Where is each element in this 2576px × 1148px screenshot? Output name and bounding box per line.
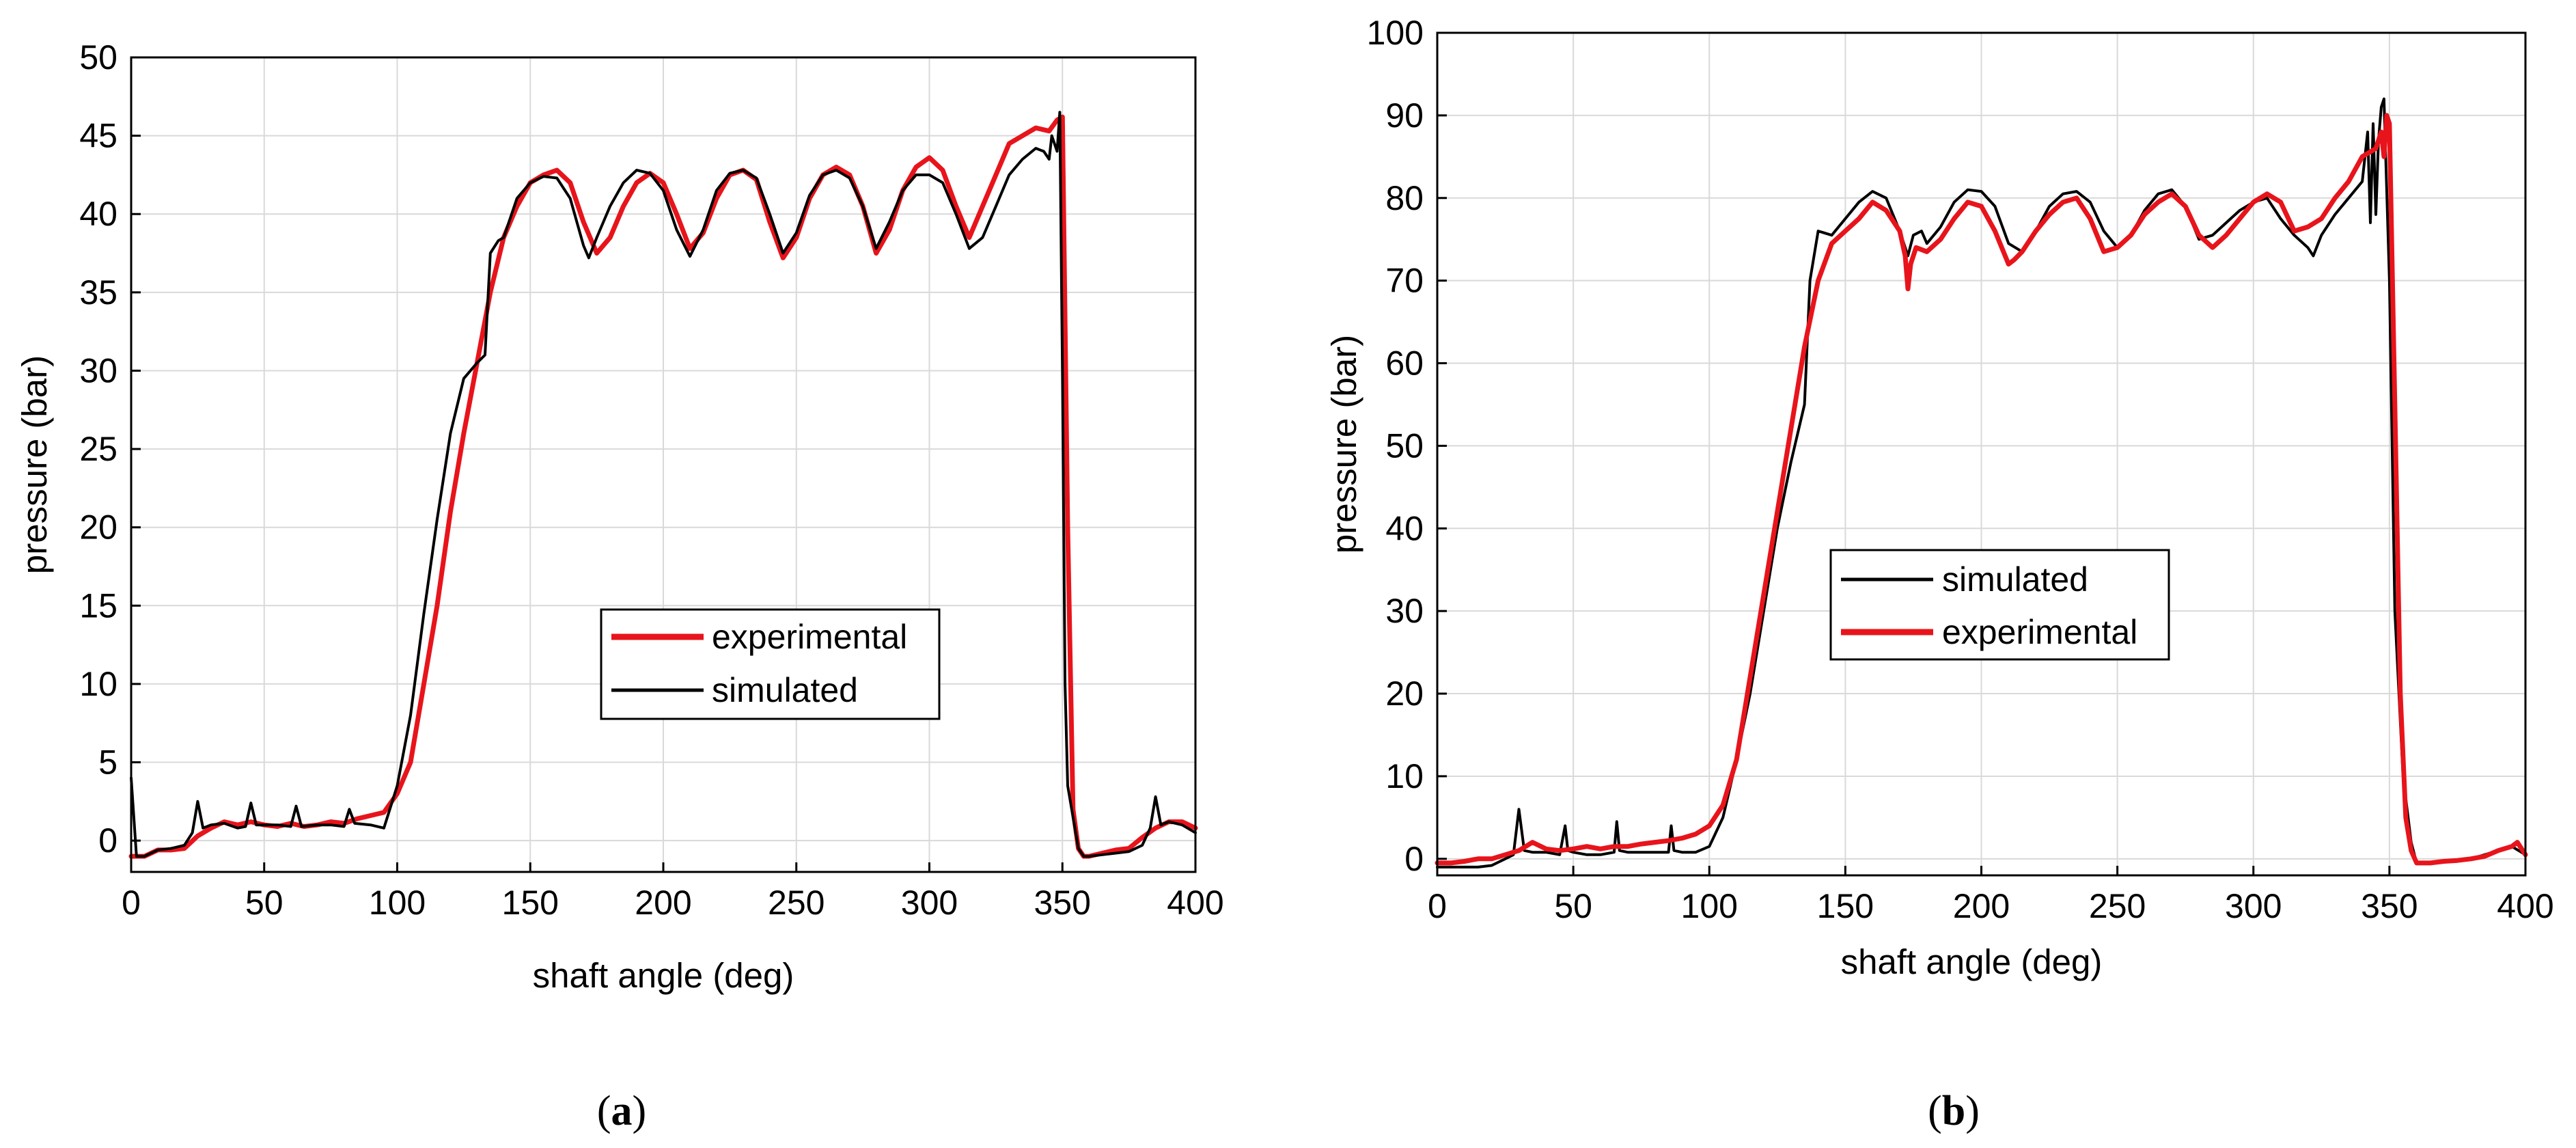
x-tick-label: 0 bbox=[1428, 887, 1447, 925]
x-tick-label: 400 bbox=[2497, 887, 2553, 925]
y-tick-label: 100 bbox=[1367, 14, 1424, 52]
chart-panel-a: 0 50 100 150 200 250 300 350 400 0 5 10 15 20 25 30 35 4… bbox=[15, 38, 1224, 1134]
legend: experimental simulated bbox=[600, 608, 941, 720]
x-tick-label: 350 bbox=[1034, 884, 1091, 922]
y-tick-label: 0 bbox=[98, 821, 117, 860]
y-tick-label: 30 bbox=[79, 351, 117, 390]
panel-caption-b: (b) bbox=[1928, 1088, 1980, 1134]
x-axis-title: shaft angle (deg) bbox=[533, 956, 794, 995]
legend-box bbox=[600, 608, 941, 720]
x-tick-label: 300 bbox=[901, 884, 958, 922]
series-line-simulated bbox=[1436, 97, 2527, 869]
x-tick-label: 200 bbox=[635, 884, 691, 922]
legend-label-experimental: experimental bbox=[712, 618, 907, 656]
y-tick-label: 25 bbox=[79, 430, 117, 468]
x-tick-label: 0 bbox=[122, 884, 141, 922]
x-tick-label: 50 bbox=[245, 884, 283, 922]
x-tick-label: 50 bbox=[1554, 887, 1592, 925]
y-tick-label: 10 bbox=[79, 665, 117, 703]
y-tick-label: 30 bbox=[1385, 592, 1424, 630]
series-layer bbox=[128, 111, 1198, 859]
y-tick-label: 5 bbox=[98, 743, 117, 782]
y-tick-label: 20 bbox=[79, 508, 117, 547]
y-tick-label: 70 bbox=[1385, 262, 1424, 300]
x-tick-label: 100 bbox=[369, 884, 426, 922]
x-tick-label: 250 bbox=[2089, 887, 2146, 925]
x-tick-label: 150 bbox=[502, 884, 559, 922]
y-tick-label: 15 bbox=[79, 586, 117, 625]
x-tick-label: 250 bbox=[768, 884, 825, 922]
y-tick-label: 50 bbox=[79, 38, 117, 77]
legend-label-simulated: simulated bbox=[712, 671, 858, 709]
legend-label-simulated: simulated bbox=[1942, 560, 2088, 599]
legend-box bbox=[1829, 549, 2170, 661]
x-tick-label: 350 bbox=[2361, 887, 2418, 925]
y-tick-label: 40 bbox=[79, 195, 117, 233]
y-tick-label: 45 bbox=[79, 117, 117, 155]
y-tick-label: 20 bbox=[1385, 674, 1424, 713]
y-tick-label: 10 bbox=[1385, 757, 1424, 795]
x-tick-labels: 0 50 100 150 200 250 300 350 400 bbox=[122, 884, 1224, 922]
y-axis-title: pressure (bar) bbox=[15, 355, 54, 574]
tick-marks bbox=[130, 56, 1197, 872]
y-tick-label: 90 bbox=[1385, 96, 1424, 135]
y-tick-label: 40 bbox=[1385, 509, 1424, 547]
panel-caption-a: (a) bbox=[597, 1088, 646, 1134]
chart-panel-b: 0 50 100 150 200 250 300 350 400 0 10 20 30 40 50 60 70… bbox=[1325, 14, 2554, 1134]
y-axis-title: pressure (bar) bbox=[1325, 335, 1363, 554]
y-tick-label: 35 bbox=[79, 273, 117, 312]
series-line-simulated bbox=[130, 111, 1197, 858]
tick-marks bbox=[1436, 31, 2527, 875]
y-tick-labels: 0 5 10 15 20 25 30 35 40 45 50 bbox=[79, 38, 117, 860]
x-tick-label: 300 bbox=[2225, 887, 2282, 925]
series-line-experimental bbox=[1435, 113, 2528, 866]
y-tick-label: 0 bbox=[1404, 840, 1424, 878]
y-tick-labels: 0 10 20 30 40 50 60 70 80 90 100 bbox=[1367, 14, 1424, 878]
x-tick-label: 400 bbox=[1167, 884, 1223, 922]
x-tick-label: 150 bbox=[1817, 887, 1874, 925]
x-tick-labels: 0 50 100 150 200 250 300 350 400 bbox=[1428, 887, 2554, 925]
y-tick-label: 80 bbox=[1385, 179, 1424, 217]
legend-label-experimental: experimental bbox=[1942, 613, 2137, 651]
x-tick-label: 200 bbox=[1953, 887, 2010, 925]
y-tick-label: 50 bbox=[1385, 426, 1424, 465]
x-axis-title: shaft angle (deg) bbox=[1841, 942, 2103, 981]
y-tick-label: 60 bbox=[1385, 344, 1424, 383]
x-tick-label: 100 bbox=[1681, 887, 1738, 925]
series-layer bbox=[1435, 97, 2528, 869]
legend: simulated experimental bbox=[1829, 549, 2170, 661]
